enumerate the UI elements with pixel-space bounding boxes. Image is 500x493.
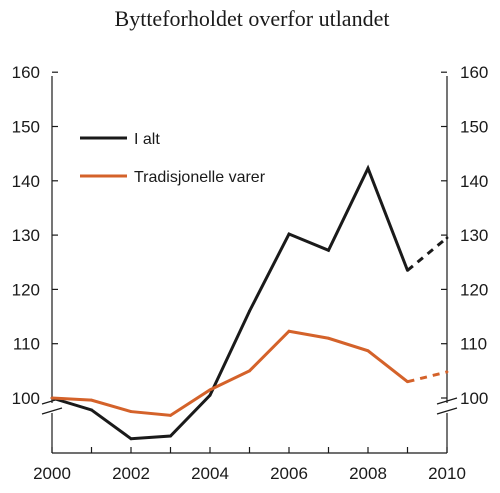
series-1-point-2007 [327, 336, 330, 340]
series-projection-0 [406, 236, 448, 272]
y-tick-label-left: 150 [12, 118, 40, 137]
y-tick-label-left: 120 [12, 280, 40, 299]
series-1-point-2002 [129, 410, 133, 413]
series-group [50, 164, 449, 441]
legend-label-i-alt: I alt [134, 131, 160, 148]
chart-title: Bytteforholdet overfor utlandet [115, 6, 390, 31]
legend-label-tradisjonelle-varer: Tradisjonelle varer [134, 169, 266, 186]
x-tick-label: 2002 [112, 464, 150, 483]
y-tick-label-right: 100 [460, 389, 488, 408]
y-tick-label-right: 130 [460, 226, 488, 245]
series-0-point-2004 [208, 393, 212, 397]
series-0-point-2003 [169, 434, 172, 438]
right-axis-break-mark [436, 397, 458, 415]
y-tick-label-left: 130 [12, 226, 40, 245]
series-1-point-2005 [248, 369, 251, 373]
series-0-point-2007 [327, 248, 330, 252]
series-1-point-2001 [90, 398, 93, 402]
x-tick-label: 2004 [191, 464, 229, 483]
y-tick-label-left: 160 [12, 63, 40, 82]
y-tick-label-left: 100 [12, 389, 40, 408]
series-0-point-2006 [287, 232, 291, 236]
series-0-point-2005 [248, 309, 251, 313]
y-tick-label-right: 160 [460, 63, 488, 82]
y-tick-label-right: 110 [460, 335, 487, 354]
series-0-point-2009 [406, 268, 409, 272]
x-tick-label: 2010 [428, 464, 466, 483]
series-1-point-2004 [208, 388, 212, 392]
y-tick-label-right: 140 [460, 172, 488, 191]
axes [41, 76, 458, 454]
x-tick-label: 2006 [270, 464, 308, 483]
series-1-point-2010 [445, 370, 449, 374]
y-tick-label-right: 120 [460, 280, 488, 299]
series-1-point-2009 [406, 380, 409, 384]
series-1-point-2008 [366, 349, 370, 353]
series-0-point-2002 [129, 437, 133, 441]
series-line-0 [51, 164, 409, 441]
y-tick-label-left: 110 [13, 335, 40, 354]
series-1-point-2003 [169, 413, 172, 417]
series-1-point-2006 [287, 329, 291, 333]
legend: I alt Tradisjonelle varer [80, 131, 266, 186]
series-line-1 [51, 329, 409, 417]
y-tick-label-left: 140 [12, 172, 40, 191]
series-1-point-2000 [50, 396, 54, 400]
x-tick-label: 2008 [349, 464, 387, 483]
series-0-point-2010 [445, 236, 449, 240]
y-tick-label-right: 150 [460, 118, 488, 137]
tick-group: 100 100 110 110 120 120 130 130 140 140 150 150 160 1… [12, 63, 489, 483]
series-0-point-2001 [90, 408, 93, 412]
series-0-point-2008 [366, 166, 370, 170]
series-projection-1 [407, 370, 448, 384]
x-tick-label: 2000 [33, 464, 71, 483]
